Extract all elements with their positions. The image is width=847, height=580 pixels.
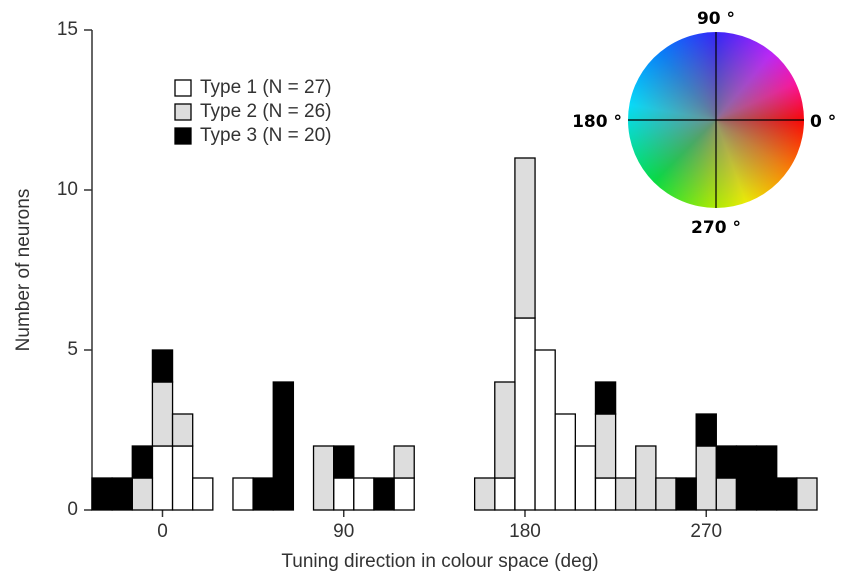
y-tick-label: 5: [67, 339, 78, 360]
y-tick-label: 15: [57, 19, 78, 40]
annotation: 0 °: [810, 112, 836, 132]
y-tick-label: 10: [57, 179, 78, 200]
x-axis-label: Tuning direction in colour space (deg): [281, 551, 598, 572]
bar: [151, 349, 174, 383]
legend-swatch: [174, 79, 192, 97]
bar: [192, 477, 214, 511]
bar: [393, 445, 415, 479]
bar: [111, 477, 133, 511]
x-tick-label: 90: [333, 521, 354, 542]
bar: [373, 477, 395, 511]
y-axis-label: Number of neurons: [13, 189, 34, 352]
bar: [333, 445, 355, 479]
bar: [695, 413, 717, 447]
bar: [675, 477, 697, 511]
bar: [473, 477, 496, 511]
bar: [776, 477, 798, 511]
legend-label: Type 2 (N = 26): [200, 101, 331, 122]
legend-swatch: [174, 103, 192, 121]
legend-label: Type 1 (N = 27): [200, 77, 331, 98]
bar: [131, 445, 154, 479]
x-tick-label: 180: [509, 521, 541, 542]
annotation: 90 °: [697, 9, 735, 29]
bar: [514, 157, 536, 319]
annotation: 270 °: [691, 218, 741, 238]
bar: [272, 381, 295, 511]
x-tick-label: 0: [157, 521, 168, 542]
bar: [171, 413, 194, 447]
annotation: 180 °: [572, 112, 622, 132]
y-tick-label: 0: [67, 499, 78, 520]
x-tick-label: 270: [690, 521, 722, 542]
legend-swatch: [174, 127, 192, 145]
bar: [594, 381, 617, 415]
bar: [494, 381, 516, 479]
legend-label: Type 3 (N = 20): [200, 125, 331, 146]
